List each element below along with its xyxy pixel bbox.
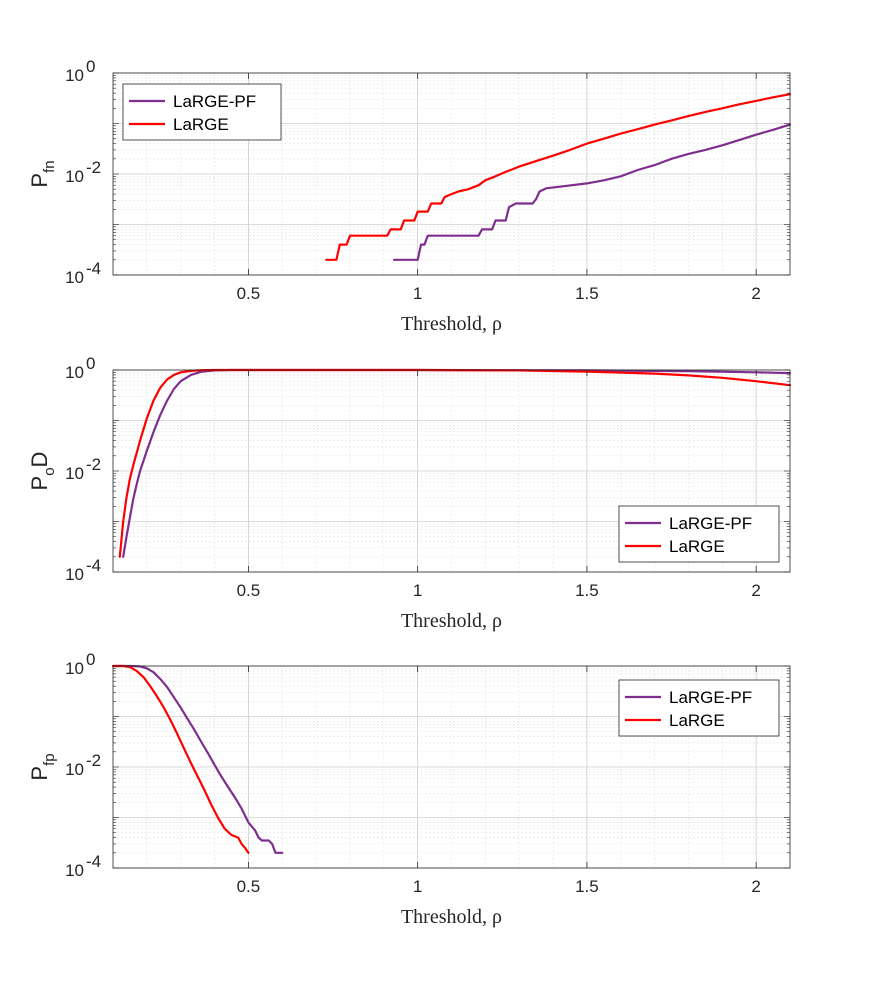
x-axis-label: Threshold, ρ [401,313,502,335]
y-tick-exponent: 0 [86,354,95,373]
y-tick-exponent: 0 [86,650,95,669]
legend-box [122,83,282,141]
y-tick-label: 10 [65,66,84,85]
y-tick-exponent: -2 [86,158,101,177]
legend-label-large-pf: LaRGE-PF [669,514,752,533]
x-axis-label: Threshold, ρ [401,906,502,928]
series-line-large [111,664,250,854]
y-tick-label: 10 [65,167,84,186]
legend-label-large: LaRGE [173,115,229,134]
legend-label-large: LaRGE [669,537,725,556]
tick-marks [113,665,790,869]
x-tick-label: 1 [413,581,422,600]
x-tick-label: 1.5 [575,581,599,600]
x-tick-label: 2 [751,877,760,896]
y-tick-label: 10 [65,760,84,779]
x-tick-label: 1 [413,877,422,896]
x-tick-label: 1.5 [575,877,599,896]
y-tick-exponent: 0 [86,57,95,76]
legend: LaRGE-PF LaRGE [618,505,780,563]
series-line-large-pf [111,664,284,854]
x-tick-label: 0.5 [237,877,261,896]
x-tick-label: 2 [751,284,760,303]
y-tick-exponent: -4 [86,556,101,575]
legend: LaRGE-PF LaRGE [122,83,282,141]
series-line-large [325,93,792,261]
series-line-large-pf [392,123,792,261]
x-axis-label: Threshold, ρ [401,610,502,632]
series-line-large [118,368,792,558]
legend-box [618,679,780,737]
y-tick-label: 10 [65,659,84,678]
x-tick-label: 1 [413,284,422,303]
y-axis-label: Pfp [27,753,58,780]
y-tick-label: 10 [65,268,84,287]
y-tick-exponent: -4 [86,259,101,278]
y-axis-label: PoD [27,452,58,491]
y-axis-label: Pfn [27,160,58,187]
y-tick-label: 10 [65,565,84,584]
legend-label-large-pf: LaRGE-PF [669,688,752,707]
x-tick-label: 0.5 [237,284,261,303]
x-tick-label: 2 [751,581,760,600]
legend-label-large: LaRGE [669,711,725,730]
x-tick-label: 1.5 [575,284,599,303]
y-tick-exponent: -2 [86,751,101,770]
y-tick-exponent: -4 [86,852,101,871]
legend-label-large-pf: LaRGE-PF [173,92,256,111]
y-tick-exponent: -2 [86,455,101,474]
tick-marks [113,369,790,573]
y-tick-label: 10 [65,464,84,483]
y-tick-label: 10 [65,363,84,382]
legend-box [618,505,780,563]
legend: LaRGE-PF LaRGE [618,679,780,737]
x-tick-label: 0.5 [237,581,261,600]
tick-marks [113,72,790,276]
y-tick-label: 10 [65,861,84,880]
